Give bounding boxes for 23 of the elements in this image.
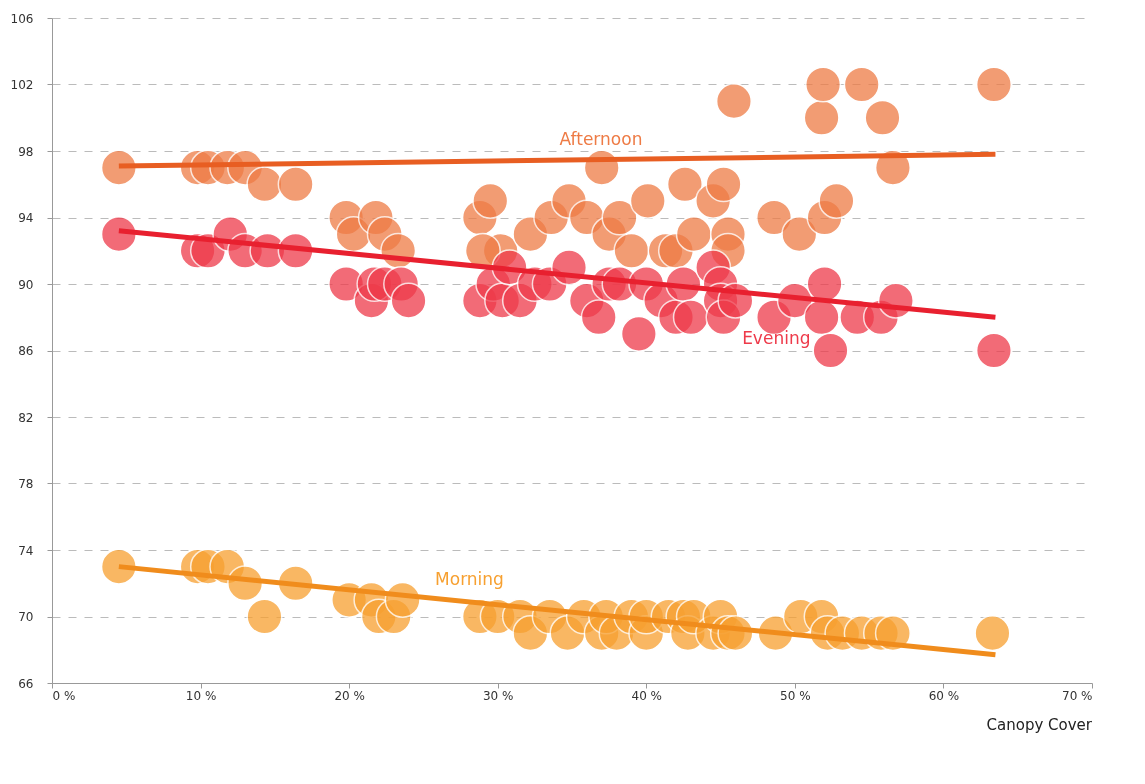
x-tick-label: 50 % <box>780 688 811 703</box>
x-tick-label: 20 % <box>334 688 365 703</box>
y-tick-label: 86 <box>18 344 34 358</box>
y-tick-label: 94 <box>18 211 34 225</box>
y-tick-label: 70 <box>18 610 34 624</box>
x-tick-label: 60 % <box>928 688 960 703</box>
x-axis-title: Canopy Cover <box>986 716 1093 734</box>
series-label: Evening <box>742 327 811 348</box>
y-tick-label: 78 <box>18 477 34 491</box>
series-label: Afternoon <box>559 128 643 149</box>
y-tick-label: 82 <box>18 410 34 425</box>
x-tick-label: 40 % <box>631 688 663 703</box>
x-tick-label: 10 % <box>185 688 217 703</box>
y-tick-label: 74 <box>18 543 34 558</box>
y-tick-label: 106 <box>10 11 34 26</box>
x-tick-label: 70 % <box>1062 688 1093 703</box>
y-tick-label: 102 <box>10 78 34 92</box>
x-tick-label: 30 % <box>482 688 514 703</box>
y-tick-label: 98 <box>18 144 34 159</box>
x-tick-label: 0 % <box>52 688 76 703</box>
y-tick-label: 90 <box>18 277 34 292</box>
series-label: Morning <box>435 568 504 589</box>
y-tick-label: 66 <box>18 676 34 691</box>
